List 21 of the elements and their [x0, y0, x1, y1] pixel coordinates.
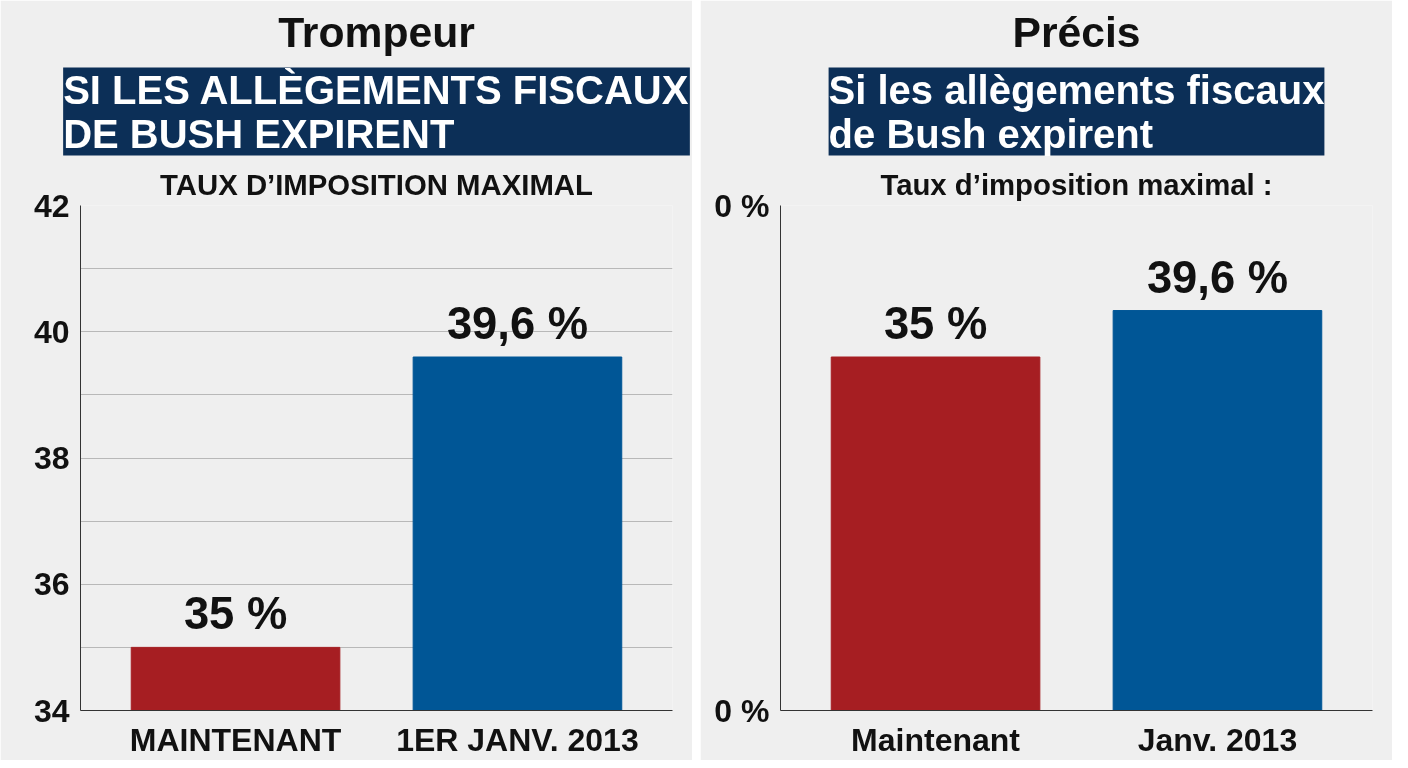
- y-tick-label: 38: [33, 440, 70, 476]
- data-label: 35 %: [183, 588, 288, 640]
- y-tick-label: 36: [33, 566, 70, 603]
- data-label: 39,6 %: [1146, 251, 1289, 303]
- text: 0 %: [714, 187, 770, 224]
- chart-subtitle: SI LES ALLÈGEMENTS FISCAUX DE BUSH EXPIRENT: [63, 67, 689, 156]
- x-tick-label: Maintenant: [851, 721, 1021, 758]
- text: 0 %: [714, 692, 770, 729]
- x-tick-label: 1ER JANV. 2013: [396, 721, 639, 758]
- text: TAUX D’IMPOSITION MAXIMAL: [160, 167, 594, 201]
- chart-title: Trompeur: [278, 7, 475, 56]
- data-label: 39,6 %: [446, 298, 589, 349]
- y-tick-label: 34: [33, 692, 70, 729]
- x-tick-label: Janv. 2013: [1137, 721, 1298, 758]
- y-tick-label: 42: [33, 187, 70, 224]
- x-tick-label: MAINTENANT: [129, 721, 342, 758]
- text: Taux d’imposition maximal :: [880, 167, 1273, 201]
- chart-title: Précis: [1012, 7, 1141, 56]
- data-label: 35 %: [883, 298, 988, 349]
- chart-subtitle: Si les allègements fiscaux de Bush expirent: [828, 67, 1325, 156]
- y-tick-label: 40: [33, 313, 70, 350]
